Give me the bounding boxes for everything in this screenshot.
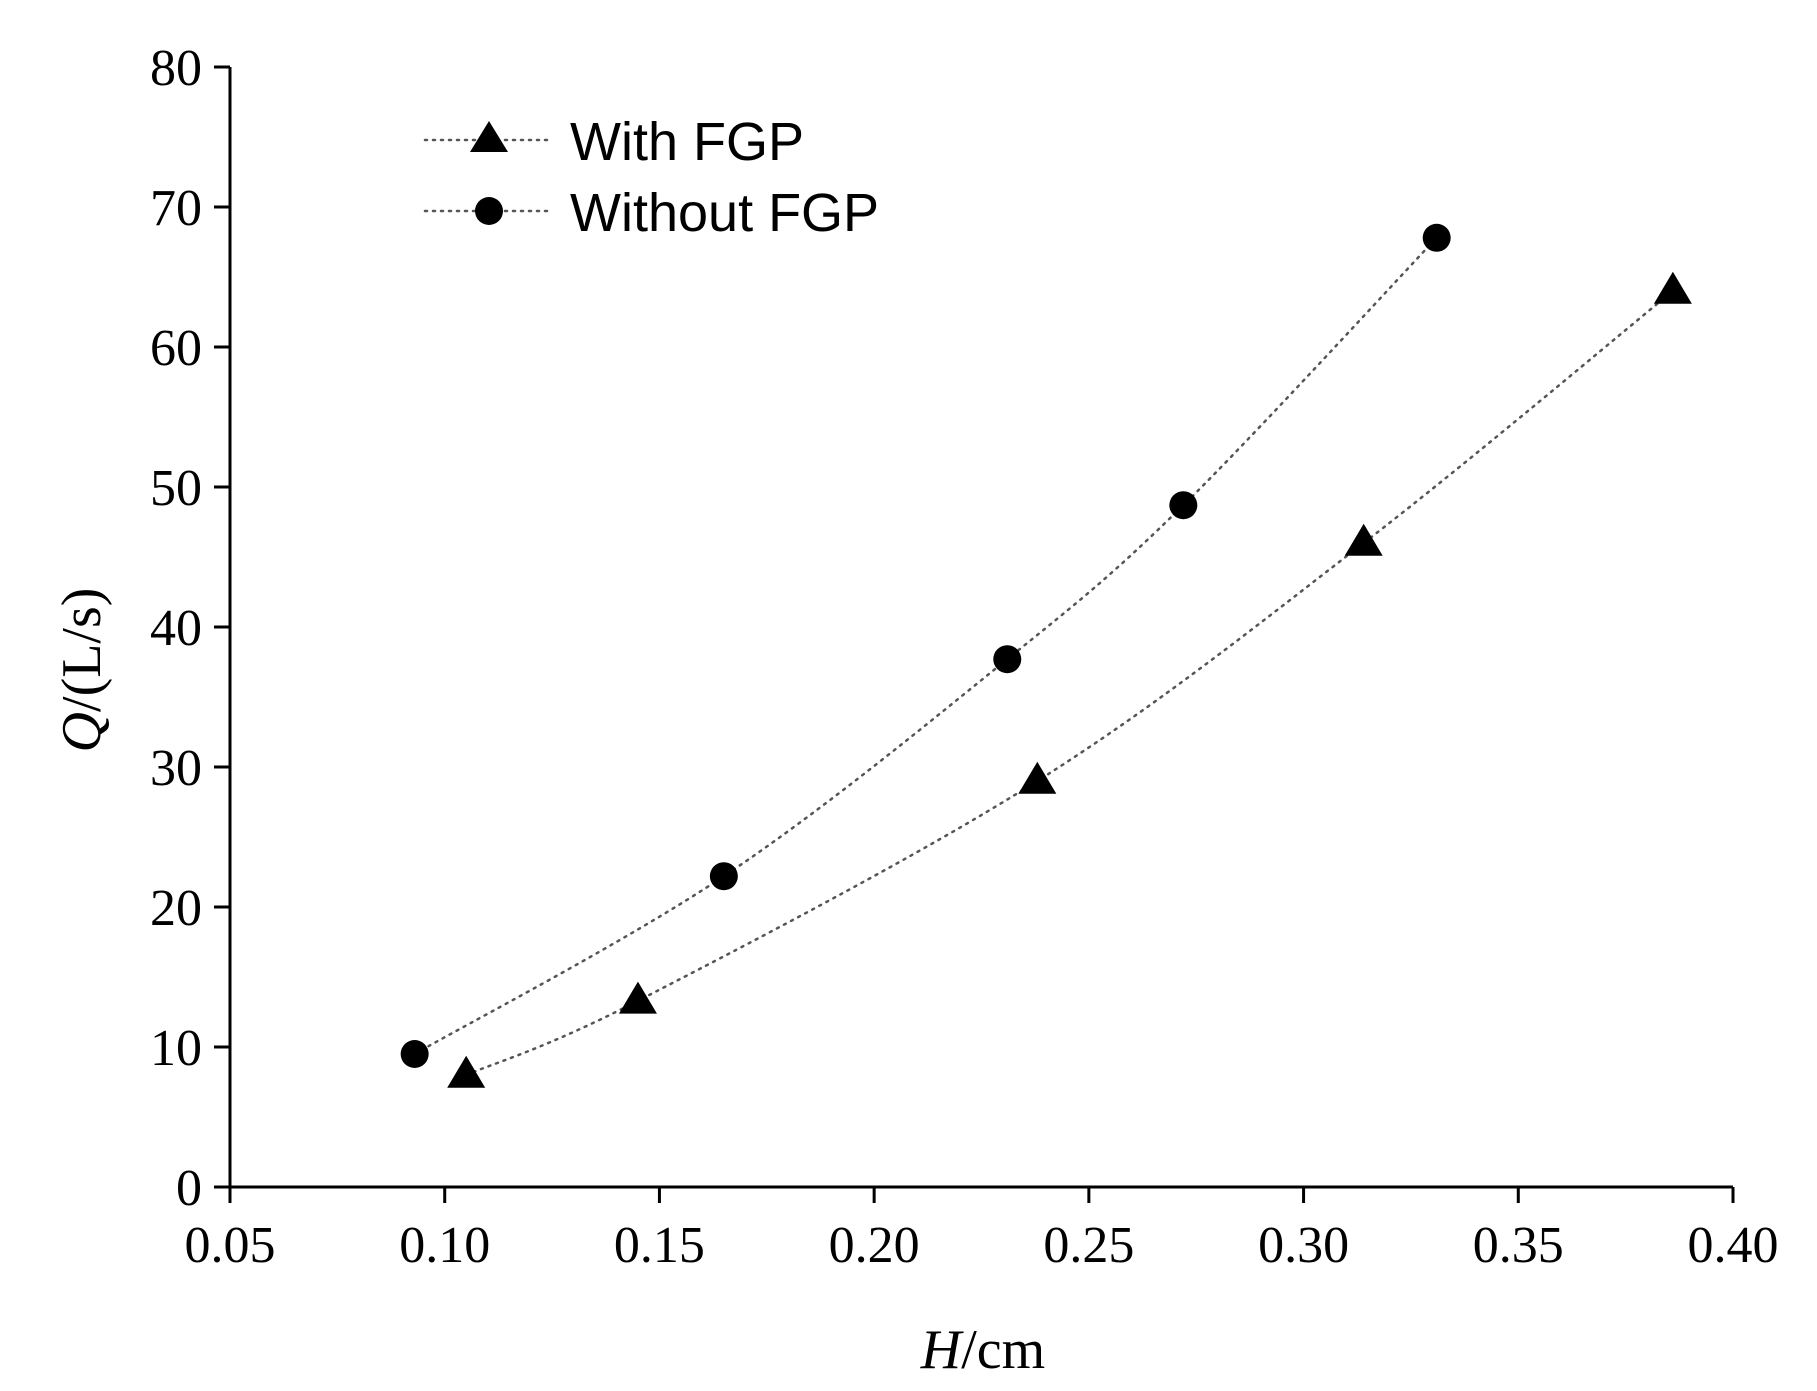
x-axis-title: H/cm [920,1319,1045,1381]
x-tick-label: 0.25 [1043,1217,1134,1274]
x-tick-label: 0.05 [185,1217,276,1274]
y-tick-label: 40 [150,600,202,657]
x-tick-label: 0.10 [399,1217,490,1274]
x-tick-label: 0.15 [614,1217,705,1274]
y-tick-label: 50 [150,460,202,517]
x-tick-label: 0.20 [829,1217,920,1274]
y-axis-ticks: 0 10 20 30 40 50 60 70 80 [150,40,230,1217]
data-point-triangle [1018,761,1057,794]
legend-circle-marker [475,197,503,225]
axes [228,67,1733,1189]
x-tick-label: 0.30 [1258,1217,1349,1274]
x-axis-var: H [920,1319,964,1381]
series-line [464,289,1675,1077]
y-tick-label: 70 [150,180,202,237]
data-point-triangle [1344,523,1383,556]
data-point-circle [709,862,738,891]
y-tick-label: 30 [150,740,202,797]
series-layer [400,223,1692,1088]
data-point-triangle [618,981,657,1014]
x-axis-ticks: 0.05 0.10 0.15 0.20 0.25 0.30 0.35 0.40 [185,1187,1779,1274]
legend-item-with-fgp: With FGP [423,112,804,172]
data-point-circle [400,1040,429,1068]
x-axis-unit: /cm [961,1319,1045,1381]
y-tick-label: 60 [150,320,202,377]
legend-label-without-fgp: Without FGP [570,183,879,243]
data-point-triangle [447,1055,486,1088]
legend-label-with-fgp: With FGP [570,112,804,172]
y-axis-title: Q/(L/s) [51,588,113,753]
legend-item-without-fgp: Without FGP [423,183,879,243]
y-tick-label: 0 [176,1160,202,1217]
data-point-circle [1422,223,1451,252]
data-point-circle [993,645,1022,674]
y-tick-label: 20 [150,880,202,937]
data-point-circle [1169,491,1198,520]
y-axis-var: Q [51,712,113,752]
legend: With FGP Without FGP [423,112,879,243]
y-tick-label: 80 [150,40,202,97]
y-axis-unit: /(L/s) [51,588,113,712]
x-tick-label: 0.35 [1473,1217,1564,1274]
series-0 [447,271,1692,1088]
x-tick-label: 0.40 [1688,1217,1779,1274]
series-1 [400,223,1451,1068]
series-line [413,236,1438,1056]
legend-triangle-marker [470,121,508,152]
y-tick-label: 10 [150,1020,202,1077]
data-point-triangle [1653,271,1692,304]
